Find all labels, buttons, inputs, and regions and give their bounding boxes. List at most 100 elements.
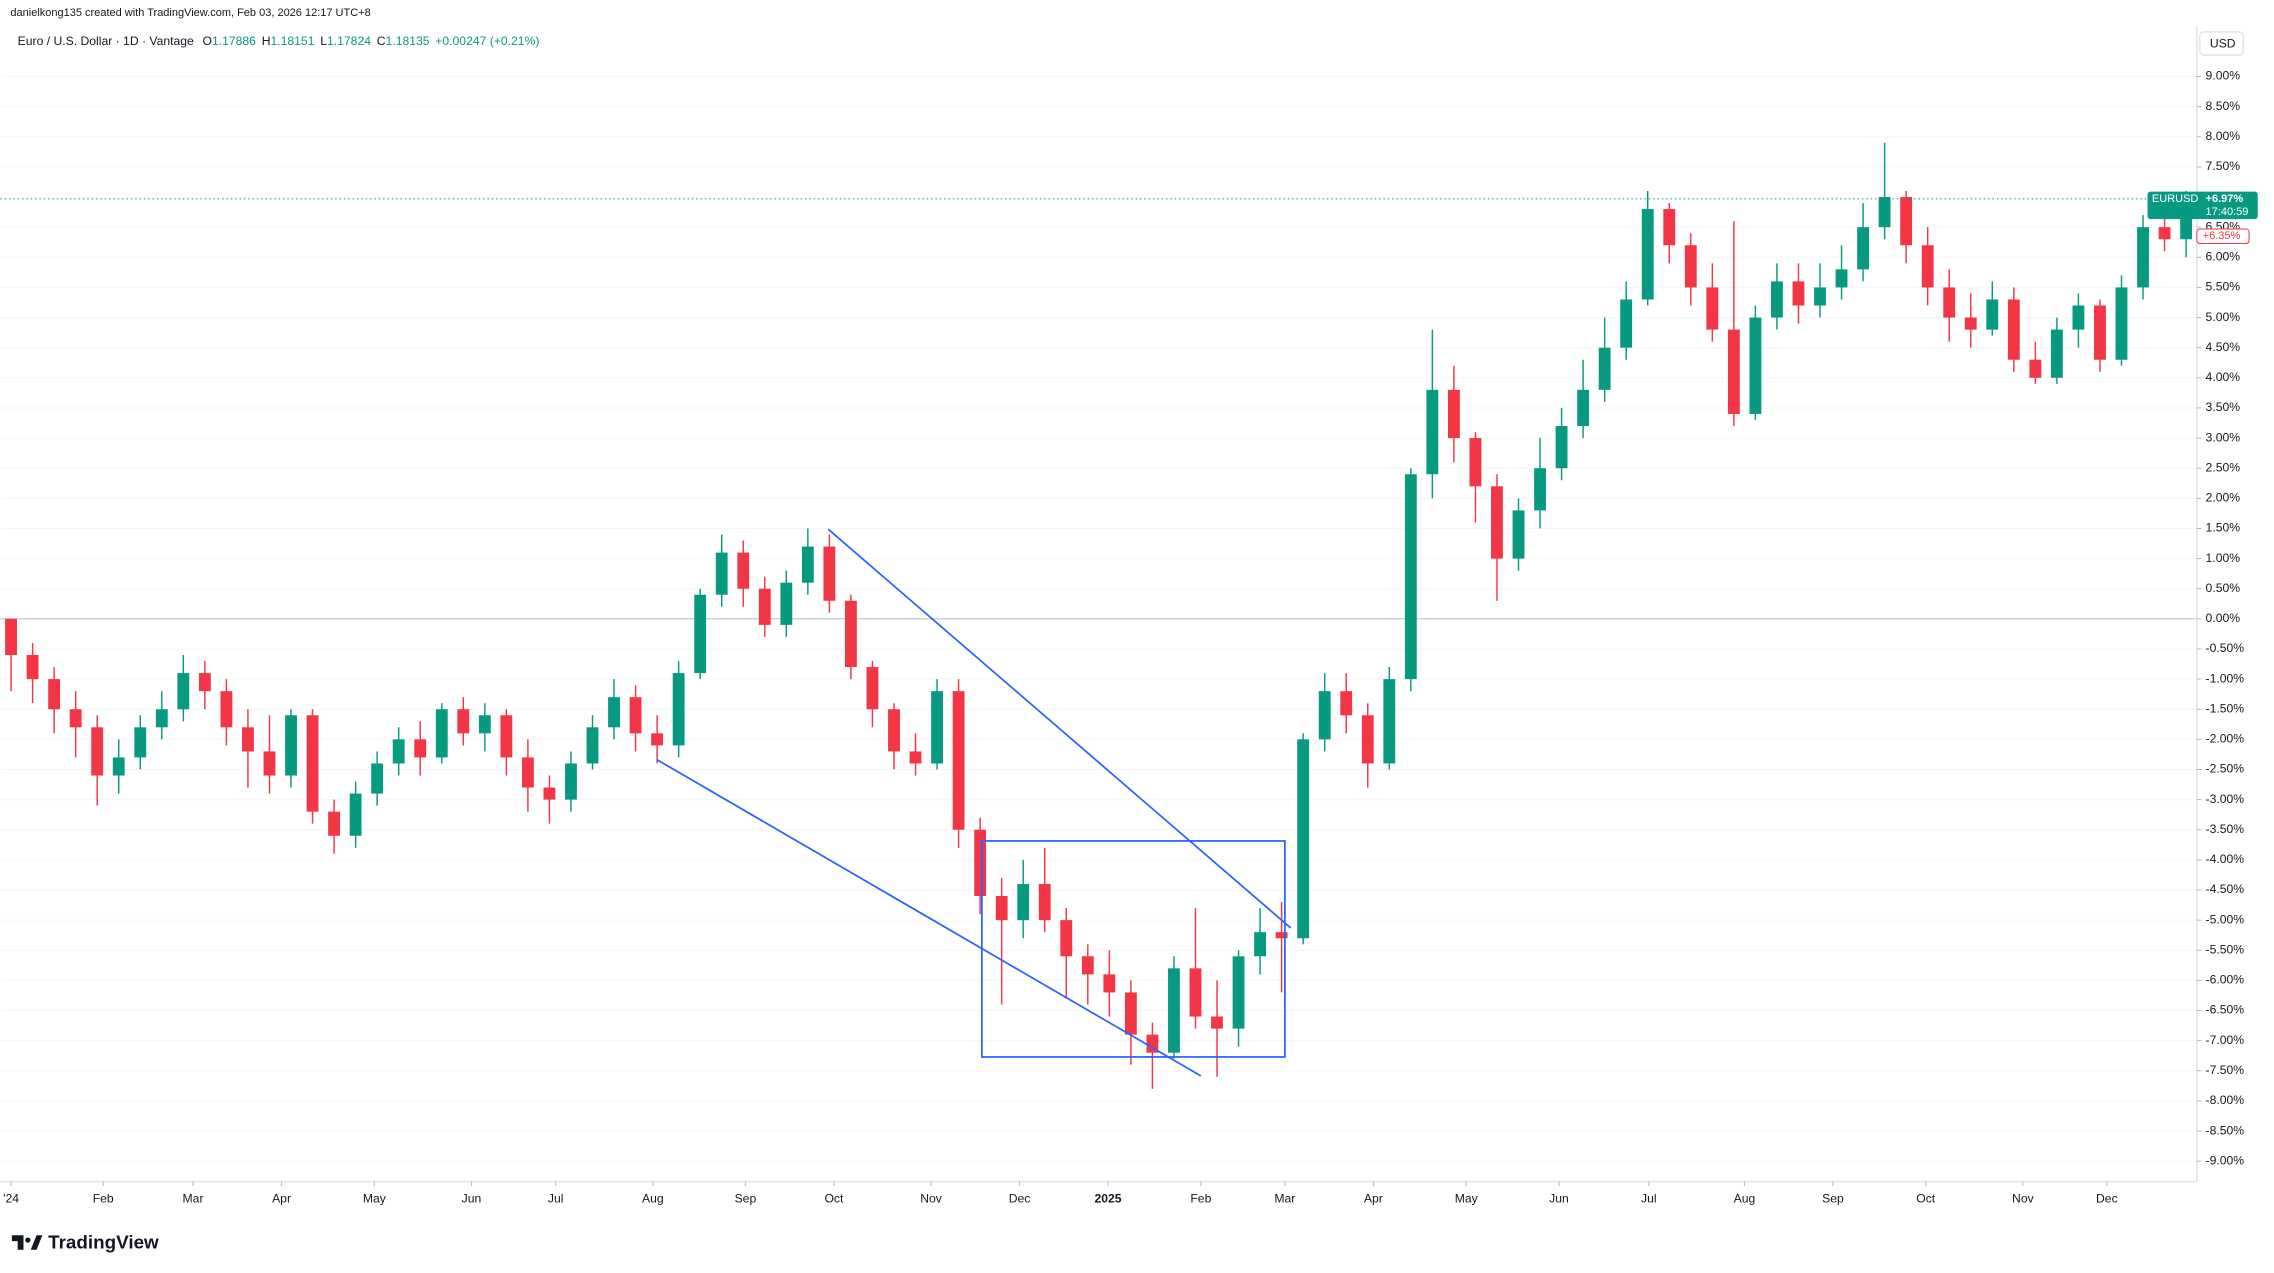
candle-body	[1749, 317, 1762, 414]
candle-body	[995, 896, 1008, 921]
candle-body	[371, 763, 384, 794]
candle-body	[2158, 227, 2171, 240]
candle-body	[1146, 1034, 1159, 1053]
candle-body	[1792, 281, 1805, 306]
candle-body	[586, 727, 599, 764]
candle-body	[1921, 245, 1934, 288]
x-tick-label: Aug	[642, 1191, 664, 1205]
candle-body	[1211, 1016, 1223, 1029]
x-tick-label: Sep	[735, 1191, 757, 1205]
brand: TradingView	[48, 1231, 159, 1252]
candle-body	[845, 600, 857, 668]
candle-body	[2115, 287, 2128, 360]
candle-body	[435, 709, 448, 758]
y-tick-label: -7.50%	[2206, 1063, 2245, 1077]
x-tick-label: '24	[3, 1191, 19, 1205]
y-tick-label: -3.00%	[2206, 792, 2245, 806]
candle-body	[780, 582, 793, 625]
candle-body	[1103, 974, 1116, 993]
x-tick-label: Sep	[1822, 1191, 1844, 1205]
ohlc-value: 1.18135	[386, 34, 430, 48]
candle-body	[1857, 227, 1869, 270]
candle-body	[1598, 347, 1611, 390]
y-tick-label: -2.50%	[2206, 762, 2245, 776]
candle-body	[888, 709, 900, 752]
unit-box	[2199, 31, 2244, 56]
candle-body	[1275, 932, 1288, 939]
y-tick-label: -4.50%	[2206, 882, 2245, 896]
y-tick-label: -0.50%	[2206, 641, 2245, 655]
y-tick-label: 6.00%	[2206, 250, 2241, 264]
candle-body	[1641, 209, 1654, 300]
candle-body	[2072, 305, 2085, 330]
candle-body	[1361, 715, 1374, 764]
candle-body	[2029, 359, 2042, 378]
candle-body	[543, 787, 556, 800]
change: +0.00247 (+0.21%)	[435, 34, 539, 48]
candle-body	[1943, 287, 1956, 318]
candle-body	[1469, 438, 1482, 487]
trend-line	[656, 758, 1202, 1077]
candle-body	[457, 709, 470, 734]
candle-body	[414, 739, 427, 758]
candle-body	[26, 655, 39, 680]
price-tag	[2147, 191, 2258, 220]
candle-body	[91, 727, 104, 776]
y-tick-label: 0.00%	[2206, 611, 2241, 625]
y-tick-label: 9.00%	[2206, 69, 2241, 83]
candle-body	[629, 697, 642, 734]
x-tick-label: Dec	[2096, 1191, 2118, 1205]
x-tick-label: Aug	[1734, 1191, 1756, 1205]
candle-body	[1512, 510, 1525, 559]
ohlc-key: C	[377, 34, 386, 48]
y-tick-label: 3.50%	[2206, 400, 2241, 414]
price-tag-countdown: 17:40:59	[2206, 206, 2249, 218]
y-tick-label: 0.50%	[2206, 581, 2241, 595]
candle-body	[1555, 426, 1568, 469]
candle-body	[1060, 920, 1073, 957]
candle-body	[866, 667, 879, 710]
candle-body	[1771, 281, 1783, 318]
candle-body	[1663, 209, 1676, 246]
y-tick-label: 8.50%	[2206, 99, 2241, 113]
y-tick-label: 4.50%	[2206, 340, 2241, 354]
candle-body	[651, 733, 664, 746]
x-tick-label: Apr	[1364, 1191, 1383, 1205]
candle-body	[478, 715, 491, 734]
x-tick-label: 2025	[1095, 1191, 1122, 1205]
y-tick-label: 2.50%	[2206, 460, 2241, 474]
author-line: danielkong135 created with TradingView.c…	[10, 7, 370, 19]
candle-body	[608, 697, 620, 728]
y-tick-label: -3.50%	[2206, 822, 2245, 836]
candle-body	[1620, 299, 1633, 348]
candle-body	[909, 751, 922, 764]
candle-body	[285, 715, 297, 776]
y-tick-label: -1.50%	[2206, 701, 2245, 715]
candle-body	[69, 709, 82, 728]
candle-body	[2137, 227, 2149, 288]
price-tag-symbol: EURUSD	[2152, 193, 2199, 205]
x-tick-label: Feb	[1190, 1191, 1211, 1205]
y-tick-label: -6.50%	[2206, 1003, 2245, 1017]
y-tick-label: -2.00%	[2206, 732, 2245, 746]
candle-body	[2094, 305, 2106, 360]
unit-label: USD	[2210, 36, 2236, 50]
x-tick-label: Apr	[272, 1191, 291, 1205]
candle-body	[672, 673, 685, 746]
candle-body	[1900, 197, 1913, 246]
x-tick-label: Dec	[1009, 1191, 1031, 1205]
candle-body	[1491, 486, 1503, 559]
candle-body	[328, 811, 341, 836]
y-tick-label: -1.00%	[2206, 671, 2245, 685]
candle-body	[220, 691, 233, 728]
candle-body	[1383, 679, 1396, 764]
ohlc-key: H	[262, 34, 271, 48]
x-tick-label: Jun	[1549, 1191, 1569, 1205]
candle-body	[5, 618, 17, 656]
trend-line	[827, 528, 1292, 929]
candle-body	[1814, 287, 1826, 306]
candle-body	[1168, 968, 1180, 1053]
x-tick-label: Mar	[183, 1191, 204, 1205]
